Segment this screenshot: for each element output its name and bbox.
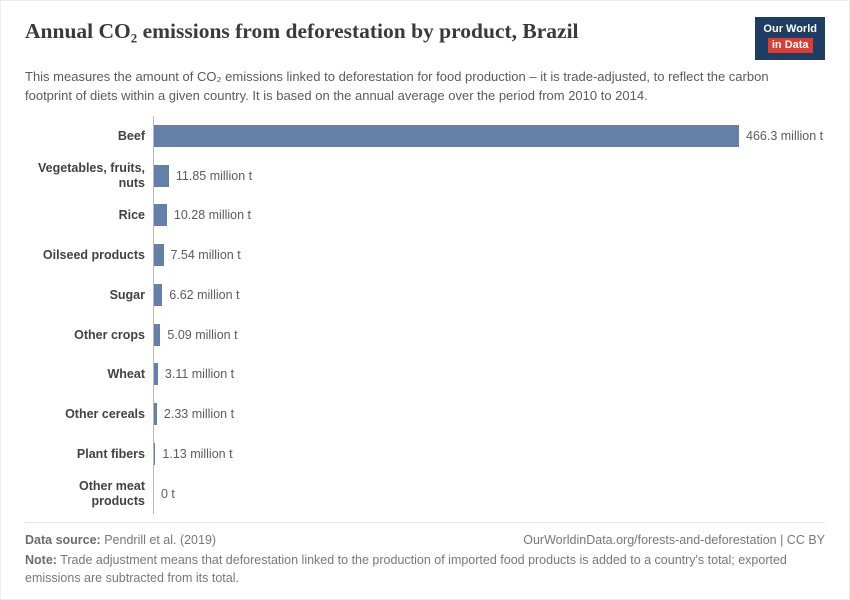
value-label: 5.09 million t	[167, 327, 238, 342]
bar-row: Vegetables, fruits, nuts 11.85 million t	[25, 155, 825, 196]
owid-logo-line1: Our World	[763, 23, 817, 35]
category-label: Oilseed products	[42, 248, 145, 262]
category-label: Vegetables, fruits, nuts	[38, 161, 145, 190]
bar-row: Other meat products 0 t	[25, 473, 825, 514]
bar-row: Oilseed products 7.54 million t	[25, 235, 825, 276]
data-source-value: Pendrill et al. (2019)	[100, 532, 217, 547]
category-label: Other crops	[74, 327, 145, 342]
chart-subtitle: This measures the amount of CO₂ emission…	[25, 69, 769, 104]
data-source-label: Data source:	[25, 532, 101, 547]
bar[interactable]	[154, 403, 157, 426]
owid-link[interactable]: OurWorldinData.org/forests-and-deforesta…	[523, 532, 825, 547]
bar-track: 10.28 million t	[153, 195, 825, 236]
value-label: 466.3 million t	[746, 128, 824, 143]
category-label: Sugar	[109, 287, 145, 302]
value-label: 7.54 million t	[170, 248, 241, 263]
data-source: Data source: Pendrill et al. (2019)	[25, 532, 216, 550]
bar-row: Sugar 6.62 million t	[25, 275, 825, 315]
bar-track: 2.33 million t	[153, 394, 825, 435]
bar-row: Other cereals 2.33 million t	[25, 394, 825, 435]
bar-track: 1.13 million t	[153, 434, 825, 474]
bar[interactable]	[154, 323, 161, 346]
bar-row: Beef 466.3 million t	[25, 116, 825, 156]
category-label: Beef	[117, 128, 145, 143]
bar-track: 5.09 million t	[153, 314, 825, 355]
header: Annual CO₂ emissions from deforestation …	[25, 17, 825, 61]
bar[interactable]	[154, 244, 164, 267]
owid-logo[interactable]: Our World in Data	[755, 17, 825, 61]
bar-track: 466.3 million t	[153, 116, 825, 156]
bar-chart: Beef 466.3 million t Vegetables, fruits, n…	[25, 116, 825, 514]
bar-track: 6.62 million t	[153, 275, 825, 315]
bar[interactable]	[154, 283, 163, 306]
owid-logo-line2: in Data	[767, 38, 813, 54]
value-label: 0 t	[161, 486, 175, 501]
bar[interactable]	[154, 164, 169, 187]
category-label: Plant fibers	[76, 446, 145, 461]
bar[interactable]	[154, 363, 158, 386]
footnote: Note: Trade adjustment means that defore…	[25, 552, 825, 587]
footnote-label: Note:	[25, 553, 57, 567]
category-label: Other meat products	[79, 479, 145, 508]
bar-row: Plant fibers 1.13 million t	[25, 434, 825, 474]
value-label: 1.13 million t	[162, 446, 233, 461]
value-label: 2.33 million t	[163, 407, 235, 422]
category-label: Wheat	[107, 367, 146, 382]
footer: Data source: Pendrill et al. (2019) OurW…	[25, 521, 825, 588]
value-label: 11.85 million t	[175, 168, 253, 183]
bar-track: 3.11 million t	[153, 354, 825, 395]
category-label: Other cereals	[65, 407, 145, 421]
bar[interactable]	[154, 442, 156, 465]
value-label: 3.11 million t	[164, 367, 235, 382]
page-title: Annual CO₂ emissions from deforestation …	[25, 19, 579, 43]
bar-row: Other crops 5.09 million t	[25, 314, 825, 355]
bar-track: 11.85 million t	[153, 155, 825, 196]
value-label: 10.28 million t	[173, 208, 252, 223]
bar-track: 0 t	[153, 473, 825, 514]
bar[interactable]	[154, 204, 167, 227]
bar[interactable]	[154, 124, 739, 147]
value-label: 6.62 million t	[169, 287, 240, 302]
bar-row: Wheat 3.11 million t	[25, 354, 825, 395]
bar-row: Rice 10.28 million t	[25, 195, 825, 236]
category-label: Rice	[118, 208, 145, 223]
footer-row: Data source: Pendrill et al. (2019) OurW…	[25, 532, 825, 550]
bar-track: 7.54 million t	[153, 235, 825, 276]
footnote-text: Trade adjustment means that deforestatio…	[25, 553, 787, 585]
